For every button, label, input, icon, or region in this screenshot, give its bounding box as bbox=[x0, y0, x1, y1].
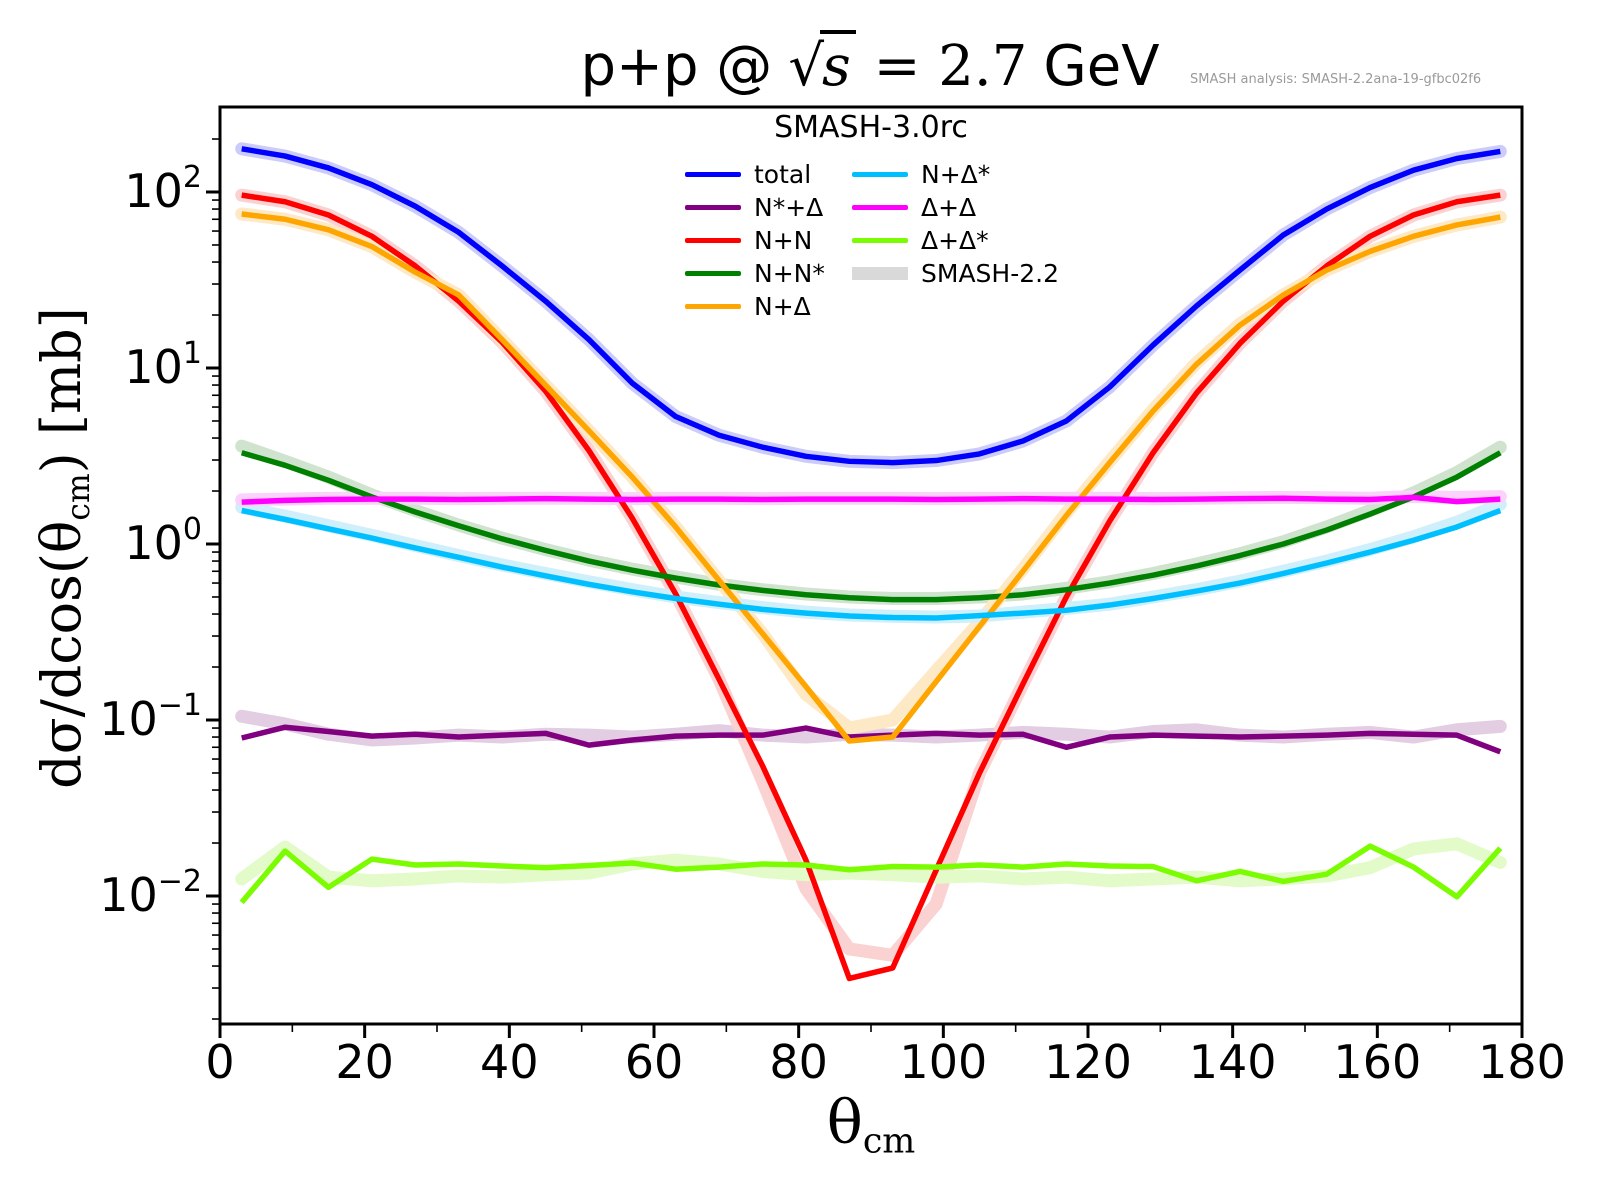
legend-item-total: total bbox=[685, 158, 825, 191]
line-n-deltastar bbox=[241, 507, 1502, 621]
y-axis-label: dσ/dcos(θcm) [mb] bbox=[30, 307, 97, 789]
legend-item-delta-delta: Δ+Δ bbox=[852, 191, 1059, 224]
legend-line-n-n bbox=[685, 238, 741, 243]
x-tick-label-80: 80 bbox=[769, 1035, 828, 1089]
sqrt-icon: √ bbox=[788, 34, 824, 99]
legend-line-delta-delta bbox=[852, 205, 908, 210]
series-lines bbox=[239, 146, 1503, 982]
band-n-n bbox=[235, 188, 1507, 962]
title-sqrt-arg: s bbox=[820, 30, 856, 99]
line-total bbox=[241, 146, 1501, 466]
legend-title: SMASH-3.0rc bbox=[774, 110, 968, 145]
legend-item-nstar-delta: N*+Δ bbox=[685, 191, 825, 224]
x-tick-label-40: 40 bbox=[480, 1035, 539, 1089]
title-value: = 2.7 bbox=[873, 34, 1028, 99]
x-axis-label: θcm bbox=[826, 1088, 916, 1162]
x-tick-label-60: 60 bbox=[625, 1035, 684, 1089]
legend-item-n-n: N+N bbox=[685, 224, 825, 257]
legend-line-total bbox=[685, 172, 741, 177]
legend-line-n-delta bbox=[685, 304, 741, 309]
title-prefix: p+p @ bbox=[580, 34, 773, 99]
legend-line-nstar-delta bbox=[685, 205, 741, 210]
line-delta-deltastar bbox=[239, 843, 1503, 905]
legend-line-delta-deltastar bbox=[852, 238, 908, 243]
x-tick-label-160: 160 bbox=[1333, 1035, 1421, 1089]
x-tick-label-120: 120 bbox=[1044, 1035, 1132, 1089]
legend-item-n-nstar: N+N* bbox=[685, 257, 825, 290]
legend-item-n-deltastar: N+Δ* bbox=[852, 158, 1059, 191]
figure-title: p+p @ √s = 2.7 GeV bbox=[420, 30, 1320, 99]
y-tick-label-−2: 10−2 bbox=[99, 864, 202, 922]
y-tick-label-2: 102 bbox=[124, 160, 202, 218]
legend-item-n-delta: N+Δ bbox=[685, 290, 825, 323]
line-delta-delta bbox=[241, 494, 1501, 505]
line-nstar-delta bbox=[241, 724, 1502, 755]
plot-frame bbox=[218, 105, 1524, 1026]
legend-patch-smash22 bbox=[852, 267, 908, 280]
x-tick-label-20: 20 bbox=[335, 1035, 394, 1089]
line-n-delta bbox=[241, 211, 1501, 744]
legend-line-n-deltastar bbox=[852, 172, 908, 177]
analysis-credit: SMASH analysis: SMASH-2.2ana-19-gfbc02f6 bbox=[1190, 72, 1482, 87]
x-tick-label-180: 180 bbox=[1478, 1035, 1566, 1089]
line-n-nstar bbox=[240, 450, 1502, 603]
x-tick-label-0: 0 bbox=[205, 1035, 234, 1089]
y-tick-label-−1: 10−1 bbox=[99, 688, 202, 746]
legend-item-delta-deltastar: Δ+Δ* bbox=[852, 224, 1059, 257]
x-tick-label-100: 100 bbox=[899, 1035, 987, 1089]
title-unit: GeV bbox=[1043, 34, 1160, 99]
legend: SMASH-3.0rc total N*+Δ N+N N+N* N+Δ bbox=[601, 110, 1141, 321]
y-tick-label-1: 101 bbox=[124, 336, 202, 394]
band-n-delta bbox=[235, 207, 1507, 735]
band-n-nstar bbox=[235, 439, 1507, 606]
line-n-n bbox=[241, 192, 1501, 982]
legend-column-2: N+Δ* Δ+Δ Δ+Δ* SMASH-2.2 bbox=[852, 158, 1059, 290]
y-tick-label-0: 100 bbox=[124, 512, 202, 570]
legend-item-smash22-band: SMASH-2.2 bbox=[852, 257, 1059, 290]
tick-labels: 0 20 40 60 80 100 120 140 160 180 102 101 100 10−1 10−… bbox=[99, 160, 1566, 1089]
x-tick-label-140: 140 bbox=[1189, 1035, 1277, 1089]
legend-column-1: total N*+Δ N+N N+N* N+Δ bbox=[685, 158, 825, 323]
legend-line-n-nstar bbox=[685, 271, 741, 276]
